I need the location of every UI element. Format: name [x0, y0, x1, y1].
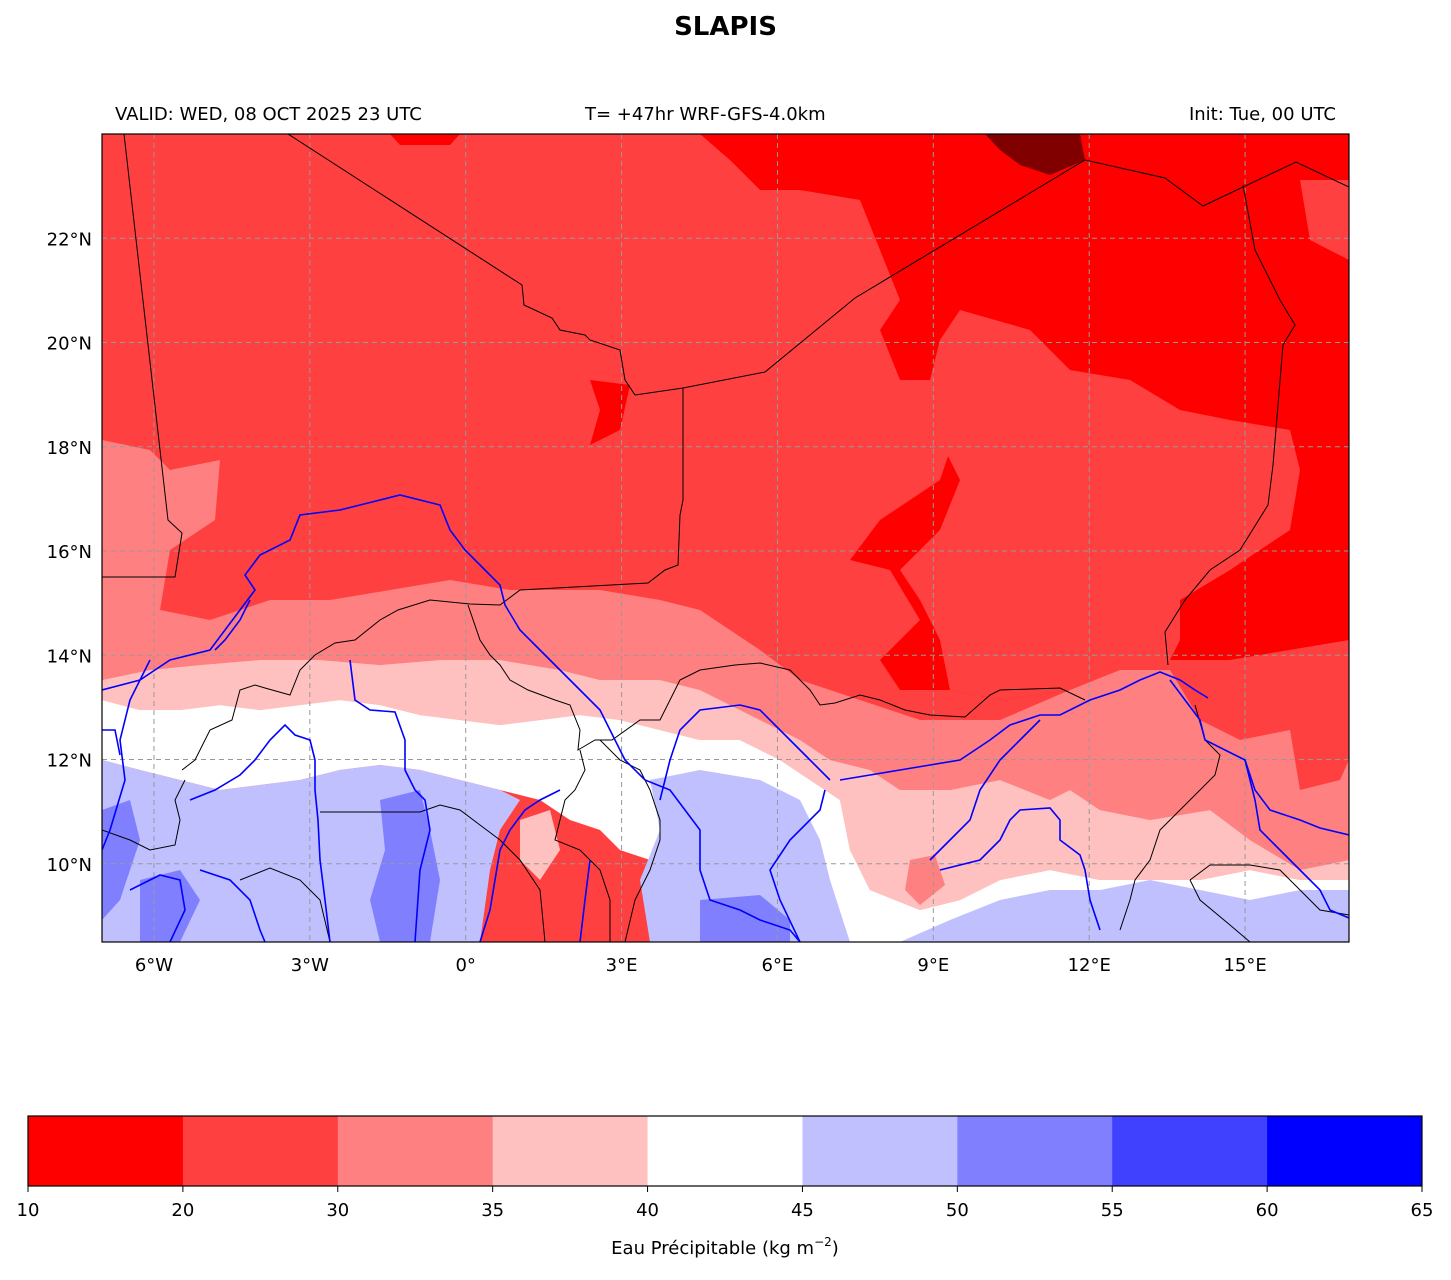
river-gongola: [929, 719, 1041, 861]
lat-tick-label: 22°N: [47, 229, 92, 250]
border-nigeria-cameroon: [1119, 704, 1221, 931]
border-ivory-coast: [239, 867, 331, 942]
colorbar-label-main: Eau Précipitable (kg m: [611, 1238, 814, 1259]
colorbar-ticks: 10 20 30 35 40 45 50 55 60 65: [17, 1186, 1434, 1221]
colorbar: 10 20 30 35 40 45 50 55 60 65 Eau Précipitable (k…: [17, 1115, 1434, 1259]
map-title: SLAPIS: [674, 12, 777, 42]
lon-tick-label: 12°E: [1068, 955, 1111, 976]
border-algeria-niger: [181, 388, 684, 771]
colorbar-tick-label: 50: [946, 1200, 969, 1221]
river-logone: [1244, 759, 1349, 919]
lon-tick-label: 3°E: [606, 955, 638, 976]
lon-tick-label: 6°W: [135, 955, 173, 976]
river-komadugu: [839, 671, 1209, 781]
colorbar-label-sup: −2: [814, 1235, 832, 1249]
precipitable-water-map: 6°W 3°W 0° 3°E 6°E 9°E 12°E 15°E 10°N 12°N 14°N 16°…: [47, 133, 1350, 976]
map-axis-ticks: 6°W 3°W 0° 3°E 6°E 9°E 12°E 15°E 10°N 12°N 14°N 16°…: [47, 229, 1267, 976]
field-45-50-east: [640, 770, 850, 942]
river-sokoto: [659, 704, 831, 801]
colorbar-blocks: [28, 1116, 1423, 1186]
lat-tick-label: 16°N: [47, 542, 92, 563]
map-frame: [101, 133, 1350, 943]
rivers: [102, 494, 1349, 942]
colorbar-block: [28, 1116, 184, 1186]
border-chad-cameroon-south: [1189, 879, 1251, 942]
border-libya-chad: [1164, 184, 1296, 666]
river-sw: [129, 874, 186, 942]
field-50-55-blob: [140, 870, 200, 942]
map-fields: [102, 134, 1349, 942]
colorbar-tick-label: 35: [481, 1200, 504, 1221]
lon-tick-label: 9°E: [917, 955, 949, 976]
field-20-30-inner: [900, 310, 1300, 700]
colorbar-tick-label: 30: [326, 1200, 349, 1221]
river-east-trib: [939, 807, 1101, 931]
river-volta-black: [189, 723, 331, 942]
field-20-30-east-tongue: [1300, 180, 1349, 260]
field-30-35-patch: [905, 855, 945, 905]
field-below-20-blob: [590, 380, 630, 445]
lon-tick-label: 0°: [455, 955, 475, 976]
colorbar-tick-label: 20: [171, 1200, 194, 1221]
lat-tick-label: 12°N: [47, 751, 92, 772]
map-gridlines: [102, 134, 1349, 942]
border-niger-nigeria: [467, 604, 1086, 751]
lon-tick-label: 15°E: [1223, 955, 1266, 976]
field-pink-patch: [520, 810, 560, 880]
colorbar-block: [1112, 1116, 1268, 1186]
river-sw-3: [102, 729, 121, 756]
colorbar-block: [647, 1116, 803, 1186]
river-mono: [579, 859, 591, 942]
colorbar-block: [1267, 1116, 1423, 1186]
border-togo-benin: [554, 749, 611, 942]
border-west-guinea: [102, 779, 186, 851]
border-chad-car: [1189, 864, 1349, 916]
river-sw-2: [199, 869, 266, 942]
colorbar-tick-label: 10: [17, 1200, 40, 1221]
colorbar-block: [337, 1116, 494, 1186]
colorbar-tick-label: 45: [791, 1200, 814, 1221]
colorbar-block: [182, 1116, 339, 1186]
colorbar-block: [492, 1116, 649, 1186]
river-bani: [214, 599, 251, 651]
river-oti: [479, 789, 561, 942]
border-benin-nigeria: [599, 739, 661, 942]
colorbar-block: [957, 1116, 1113, 1186]
border-mauritania-mali-north: [287, 134, 1349, 396]
field-50-55-se: [700, 895, 790, 942]
init-time-label: Init: Tue, 00 UTC: [1188, 104, 1336, 125]
lat-tick-label: 20°N: [47, 334, 92, 355]
colorbar-block: [802, 1116, 958, 1186]
lat-tick-label: 10°N: [47, 855, 92, 876]
colorbar-tick-label: 40: [636, 1200, 659, 1221]
field-below-10-north: [985, 134, 1085, 175]
colorbar-label-tail: ): [832, 1238, 839, 1259]
colorbar-tick-label: 55: [1101, 1200, 1124, 1221]
lon-tick-label: 3°W: [291, 955, 329, 976]
field-50-55: [370, 790, 440, 942]
river-bani-2: [102, 659, 151, 851]
colorbar-frame: [27, 1115, 1423, 1187]
river-benue: [769, 789, 826, 942]
field-35-40: [102, 660, 1349, 910]
field-50-55-sw: [102, 800, 140, 920]
river-niger: [102, 494, 801, 942]
colorbar-tick-label: 65: [1411, 1200, 1434, 1221]
colorbar-tick-label: 60: [1256, 1200, 1279, 1221]
forecast-run-label: T= +47hr WRF-GFS-4.0km: [585, 104, 826, 125]
valid-time-label: VALID: WED, 08 OCT 2025 23 UTC: [115, 104, 422, 125]
field-below-20-north: [390, 134, 460, 145]
colorbar-label: Eau Précipitable (kg m−2): [611, 1235, 839, 1259]
lat-tick-label: 18°N: [47, 438, 92, 459]
field-45-50-se: [900, 880, 1349, 942]
lat-tick-label: 14°N: [47, 646, 92, 667]
lon-tick-label: 6°E: [762, 955, 794, 976]
border-algeria-mali: [102, 134, 183, 578]
river-volta-white: [349, 659, 431, 942]
